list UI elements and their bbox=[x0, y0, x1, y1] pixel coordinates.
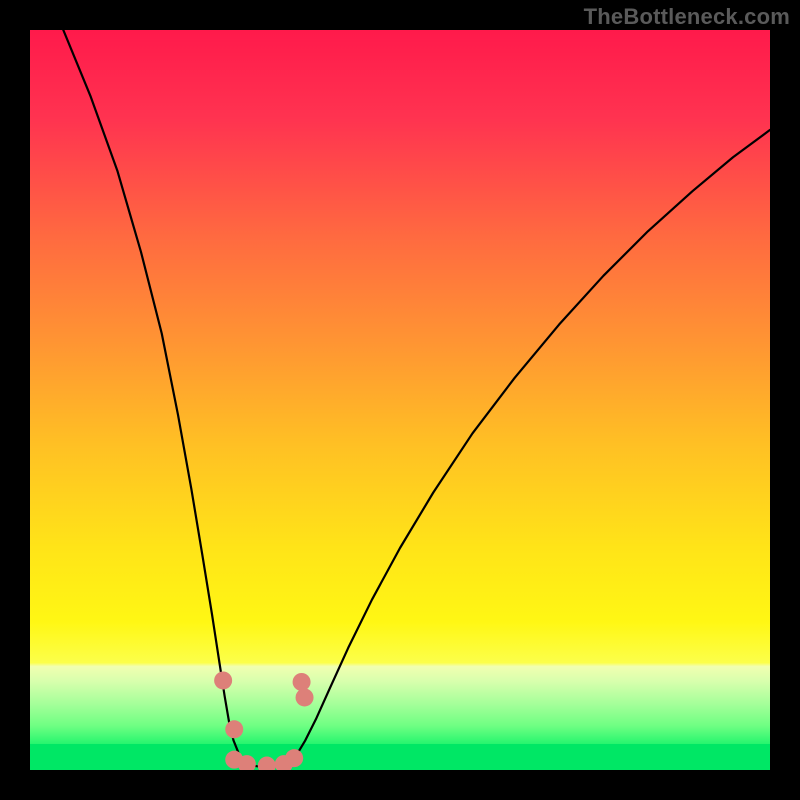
bottleneck-curve bbox=[63, 30, 770, 767]
data-marker bbox=[296, 688, 314, 706]
data-marker bbox=[214, 671, 232, 689]
attribution-label: TheBottleneck.com bbox=[584, 4, 790, 30]
data-marker bbox=[225, 720, 243, 738]
data-marker bbox=[258, 757, 276, 770]
data-marker bbox=[285, 749, 303, 767]
curves-layer bbox=[30, 30, 770, 770]
figure-frame: TheBottleneck.com bbox=[0, 0, 800, 800]
plot-area bbox=[30, 30, 770, 770]
data-marker bbox=[293, 673, 311, 691]
